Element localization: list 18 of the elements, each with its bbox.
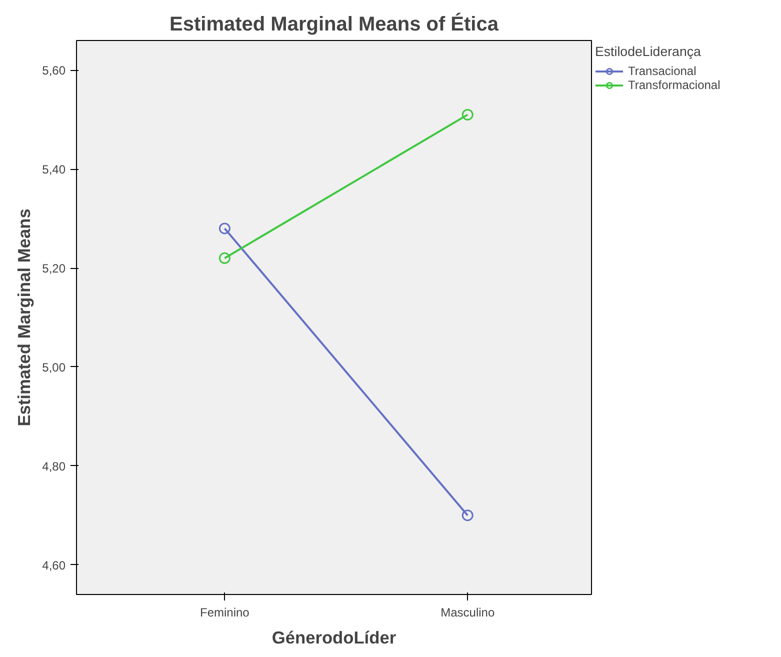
y-tick-label: 5,00 [42,360,66,374]
legend-title: EstilodeLiderança [595,44,702,59]
legend-label: Transformacional [628,78,720,92]
y-tick-label: 5,60 [42,64,66,78]
y-tick-label: 5,40 [42,162,66,177]
y-axis-title: Estimated Marginal Means [14,208,34,426]
x-axis-title: GénerodoLíder [272,628,396,648]
point [218,222,230,234]
y-tick-label: 4,80 [42,459,66,474]
point [462,108,474,120]
x-tick-label: Feminino [200,606,250,620]
point [462,510,474,522]
chart-title: Estimated Marginal Means of Ética [170,12,500,36]
point [218,252,230,264]
y-tick-label: 4,60 [42,558,66,572]
y-tick-label: 5,20 [42,262,66,276]
x-tick-label: Masculino [440,606,495,620]
legend-label: Transacional [628,64,696,78]
